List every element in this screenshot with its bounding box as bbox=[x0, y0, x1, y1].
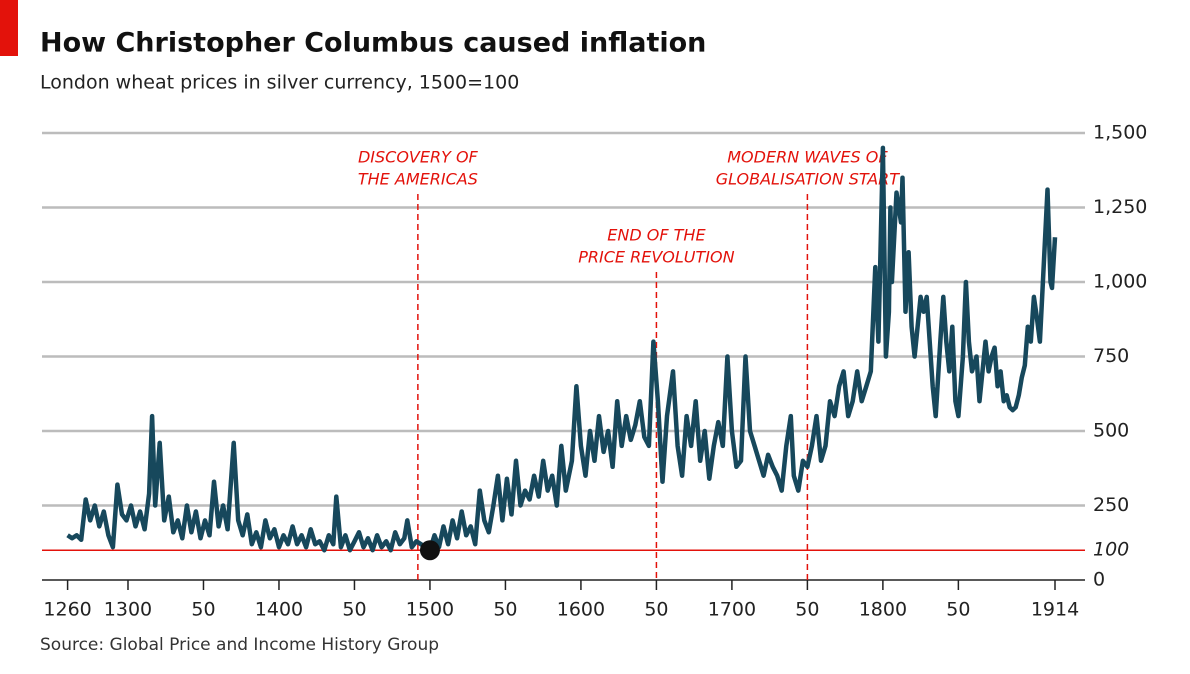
x-tick-label: 50 bbox=[191, 599, 215, 621]
chart-title: How Christopher Columbus caused inflatio… bbox=[40, 28, 706, 59]
y-tick-label: 1,250 bbox=[1093, 196, 1147, 218]
annotation-text: END OF THE bbox=[607, 226, 706, 245]
x-tick-label: 1400 bbox=[255, 599, 303, 621]
reference-label: 100 bbox=[1093, 539, 1129, 561]
x-tick-label: 1500 bbox=[406, 599, 454, 621]
x-tick-label: 1700 bbox=[708, 599, 756, 621]
annotation-text: MODERN WAVES OF bbox=[727, 148, 888, 167]
y-tick-label: 500 bbox=[1093, 420, 1129, 442]
x-tick-label: 50 bbox=[795, 599, 819, 621]
y-tick-label: 1,000 bbox=[1093, 271, 1147, 293]
x-tick-label: 50 bbox=[644, 599, 668, 621]
x-tick-label: 1300 bbox=[104, 599, 152, 621]
y-tick-label: 250 bbox=[1093, 494, 1129, 516]
brand-bar bbox=[0, 0, 18, 56]
x-tick-label: 1914 bbox=[1031, 599, 1079, 621]
annotation-text: DISCOVERY OF bbox=[358, 148, 479, 167]
x-tick-label: 50 bbox=[946, 599, 970, 621]
x-tick-label: 50 bbox=[342, 599, 366, 621]
series-line bbox=[66, 145, 1058, 553]
source: Source: Global Price and Income History … bbox=[40, 635, 439, 655]
annotation-text: PRICE REVOLUTION bbox=[578, 248, 734, 267]
x-tick-label: 50 bbox=[493, 599, 517, 621]
annotation-text: GLOBALISATION START bbox=[716, 170, 901, 189]
x-tick-label: 1260 bbox=[43, 599, 91, 621]
annotation-text: THE AMERICAS bbox=[358, 170, 478, 189]
y-tick-label: 1,500 bbox=[1093, 122, 1147, 144]
x-tick-label: 1800 bbox=[859, 599, 907, 621]
chart-subtitle: London wheat prices in silver currency, … bbox=[40, 72, 519, 94]
highlight-dot bbox=[419, 540, 440, 561]
x-tick-label: 1600 bbox=[557, 599, 605, 621]
y-tick-label: 750 bbox=[1093, 345, 1129, 367]
y-tick-label: 0 bbox=[1093, 569, 1105, 591]
